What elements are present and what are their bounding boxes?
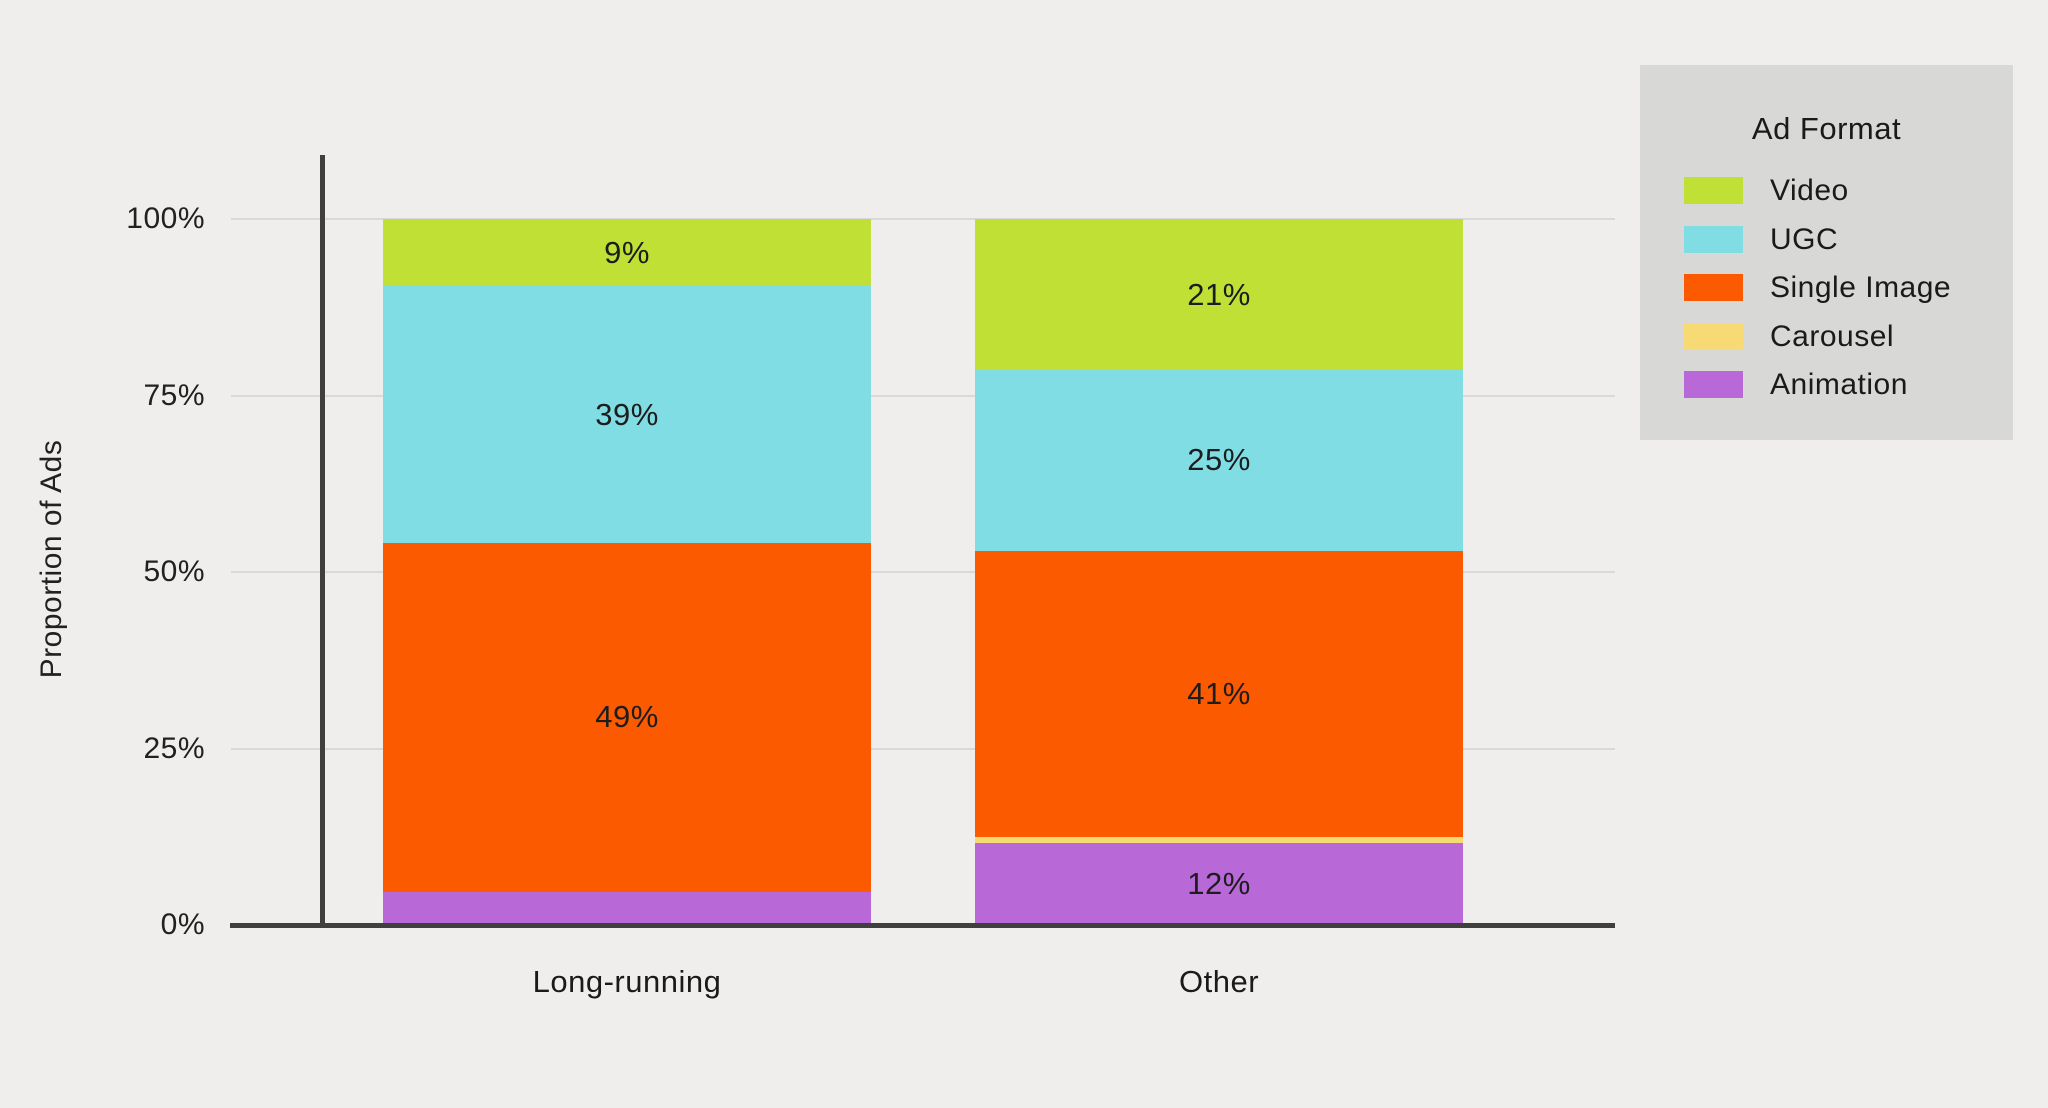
legend: Ad Format Video UGC Single Image Carousel An… [1640,65,2013,440]
legend-item-label: Single Image [1770,271,1952,304]
y-axis-line [320,155,325,927]
gridline-25 [231,747,1615,750]
y-tick-label-50: 50% [143,555,205,588]
segment-label: 21% [1187,276,1251,312]
bar-segment-ugc: 39% [383,286,871,544]
legend-item-video: Video [1640,174,2013,207]
bar-segment-single-image: 41% [975,550,1463,837]
bar-segment-video: 21% [975,219,1463,371]
segment-label: 25% [1187,442,1251,478]
legend-swatch-single-image [1684,274,1743,301]
y-tick-label-0: 0% [160,908,205,941]
bar-segment-ugc: 25% [975,370,1463,551]
bar-long-running: 9% 39% 49% [383,219,871,925]
y-tick-label-100: 100% [126,202,205,235]
legend-item-label: Carousel [1770,319,1895,353]
segment-label: 9% [604,234,650,270]
gridline-100 [231,218,1615,220]
gridline-75 [231,394,1615,397]
gridline-50 [231,571,1615,573]
legend-item-label: Animation [1770,368,1908,401]
legend-item-animation: Animation [1640,368,2013,401]
legend-swatch-ugc [1684,225,1743,253]
legend-swatch-animation [1684,371,1743,398]
legend-item-single-image: Single Image [1640,271,2013,304]
legend-item-label: Video [1770,174,1849,207]
legend-item-ugc: UGC [1640,223,2013,256]
legend-swatch-video [1684,177,1743,204]
legend-item-label: UGC [1770,222,1839,256]
segment-label: 41% [1187,675,1251,711]
bar-segment-animation: 12% [975,843,1463,925]
y-tick-label-75: 75% [143,378,205,412]
y-axis-title: Proportion of Ads [35,439,68,679]
bar-other: 21% 25% 41% 12% [975,219,1463,925]
segment-label: 39% [595,396,659,432]
bar-segment-animation [383,891,871,925]
bar-segment-video: 9% [383,219,871,287]
x-category-label-other: Other [1178,964,1260,999]
bar-segment-carousel [975,836,1463,844]
segment-label: 49% [595,699,659,735]
y-tick-label-25: 25% [143,731,205,765]
x-axis-line [230,923,1615,928]
bar-segment-single-image: 49% [383,543,871,892]
x-category-label-long-running: Long-running [532,964,722,999]
legend-title: Ad Format [1751,111,1902,146]
legend-swatch-carousel [1684,322,1743,350]
segment-label: 12% [1187,866,1251,902]
legend-item-carousel: Carousel [1640,320,2013,353]
